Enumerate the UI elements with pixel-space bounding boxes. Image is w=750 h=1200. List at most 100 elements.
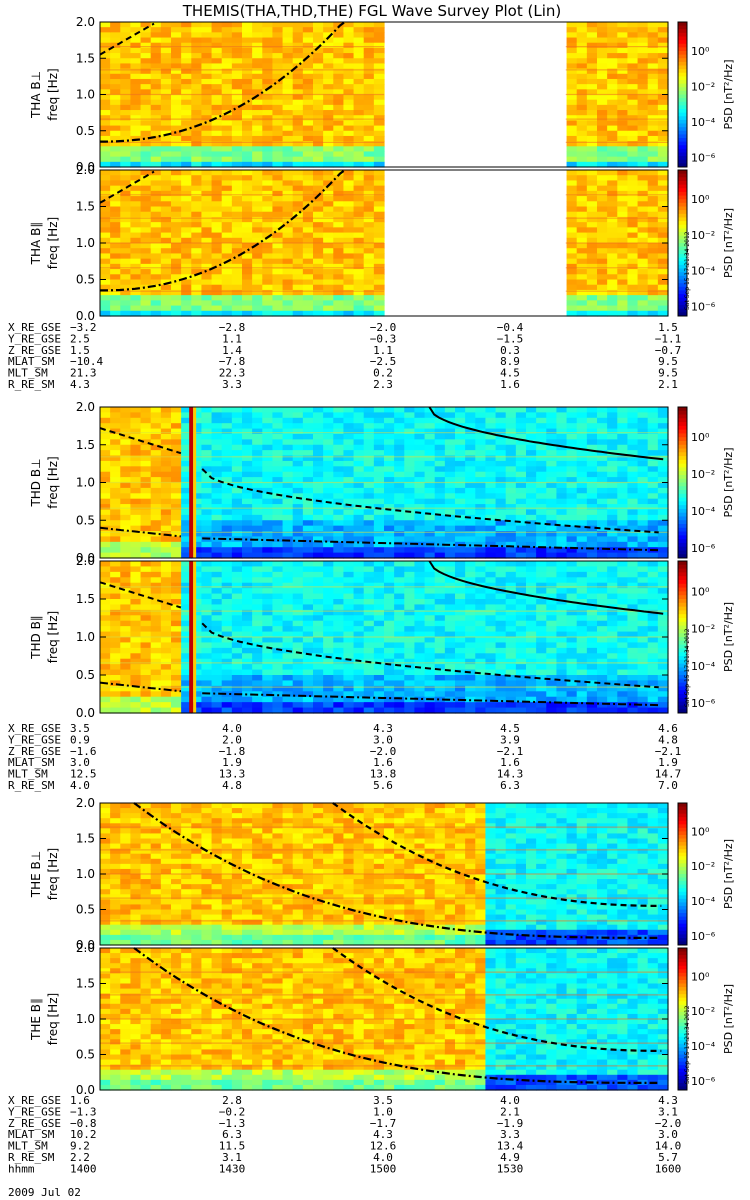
ephemeris-value: −1.6 [70,745,97,758]
ephemeris-label: X_RE_GSE [8,1094,61,1107]
y-tick-label: 0.0 [76,160,95,174]
y-tick-label: 1.0 [76,236,95,250]
ephemeris-label: MLAT_SM [8,355,55,368]
ephemeris-value: 12.6 [370,1140,397,1153]
panel-y-label: THE B⊥ [29,851,43,898]
y-tick-label: 2.0 [76,796,95,810]
gyrofrequency-curve [332,947,662,1052]
y-tick-label: 0.5 [76,124,95,138]
ephemeris-value: −2.1 [497,745,524,758]
y-tick-label: 0.0 [76,551,95,565]
curves [133,947,662,1084]
ephemeris-value: 1.0 [373,1105,393,1118]
colorbar-label: PSD [nT²/Hz] [722,839,735,909]
gyrofrequency-curve [428,406,664,461]
ephemeris-value: 4.9 [500,1151,520,1164]
ephemeris-value: 4.8 [222,779,242,792]
ephemeris-value: −1.7 [370,1117,397,1130]
ephemeris-label: hhmm [8,1162,35,1175]
ephemeris-label: Z_RE_GSE [8,745,61,758]
colorbar-tick-label: 10⁰ [691,193,710,206]
ephemeris-value: 1.9 [658,756,678,769]
ephemeris-value: 2.1 [500,1105,520,1118]
ephemeris-label: R_RE_SM [8,378,55,391]
ephemeris-block: X_RE_GSE 1.6 2.8 3.5 4.0 4.3Y_RE_GSE −1.3 −0.2 1… [8,1094,681,1175]
curves [99,560,664,707]
spectrogram-panel: 0.0 0.5 1.0 1.5 2.0 THE B⊥ freq [Hz] 10⁰ 10⁻² 10⁻… [29,796,735,952]
colorbar-tick-label: 10⁰ [691,970,710,983]
ephemeris-value: 3.1 [658,1105,678,1118]
colorbar-tick-label: 10⁻⁶ [691,152,716,165]
ephemeris-value: 3.9 [500,733,520,746]
colorbar: 10⁰ 10⁻² 10⁻⁴ 10⁻⁶ PSD [nT²/Hz] Sat Sep 15 17… [677,947,735,1091]
ephemeris-label: Y_RE_GSE [8,733,61,746]
colorbar-label: PSD [nT²/Hz] [722,59,735,129]
colorbar: 10⁰ 10⁻² 10⁻⁴ 10⁻⁶ PSD [nT²/Hz] [677,802,735,946]
colorbar-tick-label: 10⁻⁶ [691,301,716,314]
ephemeris-label: MLT_SM [8,1140,48,1153]
gyrofrequency-curve [202,692,659,707]
ephemeris-value: 1500 [370,1162,397,1175]
colorbar-tick-label: 10⁻⁴ [691,660,716,673]
curves [99,169,346,292]
spectrogram-heatmap [100,561,669,714]
colorbar-label: PSD [nT²/Hz] [722,447,735,517]
colorbar-tick-label: 10⁰ [691,585,710,598]
ephemeris-value: −0.4 [497,321,524,334]
ephemeris-value: −0.8 [70,1117,97,1130]
ephemeris-value: 3.3 [500,1128,520,1141]
curves [133,802,662,939]
ephemeris-label: R_RE_SM [8,779,55,792]
ephemeris-value: 4.0 [373,1151,393,1164]
colorbar-tick-label: 10⁻⁴ [691,1040,716,1053]
ephemeris-value: 1400 [70,1162,97,1175]
ephemeris-value: 13.4 [497,1140,524,1153]
ephemeris-value: 22.3 [219,367,246,380]
gyrofrequency-curve [133,802,658,939]
ephemeris-value: −2.0 [370,745,397,758]
gyrofrequency-curve [332,802,662,907]
figure-title: THEMIS(THA,THD,THE) FGL Wave Survey Plot… [182,2,561,20]
ephemeris-value: 2.0 [222,733,242,746]
ephemeris-value: −1.8 [219,745,246,758]
ephemeris-value: 13.3 [219,768,246,781]
ephemeris-value: 4.0 [70,779,90,792]
y-tick-label: 0.0 [76,706,95,720]
colorbar-tick-label: 10⁻² [691,468,715,481]
ephemeris-value: 14.7 [655,768,682,781]
axis-y-label: freq [Hz] [46,848,60,900]
colorbar-label: PSD [nT²/Hz] [722,208,735,278]
colorbar-tick-label: 10⁻⁶ [691,697,716,710]
spectrogram-panel: 0.0 0.5 1.0 1.5 2.0 THD B⊥ freq [Hz] 10⁰ 10⁻² 10⁻… [29,400,735,565]
ephemeris-value: −0.7 [655,344,682,357]
colorbar-tick-label: 10⁰ [691,45,710,58]
y-tick-label: 2.0 [76,15,95,29]
ephemeris-block: X_RE_GSE 3.5 4.0 4.3 4.5 4.6 Y_RE_GSE 0.9 2.0 3.0… [8,722,681,792]
colorbar-tick-label: 10⁻⁶ [691,930,716,943]
panel-y-label: THE B∥ [29,998,43,1041]
ephemeris-value: −2.5 [370,355,397,368]
gyrofrequency-curve [99,427,182,455]
gyrofrequency-curve [99,170,155,204]
ephemeris-value: 1430 [219,1162,246,1175]
ephemeris-value: 1.6 [500,378,520,391]
ephemeris-value: 0.3 [500,344,520,357]
ephemeris-value: 14.3 [497,768,524,781]
gyrofrequency-curve [202,537,659,552]
ephemeris-value: 1.6 [500,756,520,769]
ephemeris-value: 4.3 [658,1094,678,1107]
spectrogram-panel: 0.0 0.5 1.0 1.5 2.0 THE B∥ freq [Hz] 10⁰ 10⁻² 10⁻… [29,941,735,1097]
axis-y-label: freq [Hz] [46,68,60,120]
ephemeris-value: 3.0 [70,756,90,769]
y-tick-label: 1.5 [76,592,95,606]
y-tick-label: 1.5 [76,438,95,452]
ephemeris-value: 4.0 [222,722,242,735]
ephemeris-value: 4.5 [500,722,520,735]
ephemeris-value: 4.3 [70,378,90,391]
ephemeris-value: −3.2 [70,321,97,334]
ephemeris-value: 4.3 [373,722,393,735]
colorbar-tick-label: 10⁻² [691,860,715,873]
ephemeris-value: −0.3 [370,332,397,345]
ephemeris-value: 3.0 [658,1128,678,1141]
